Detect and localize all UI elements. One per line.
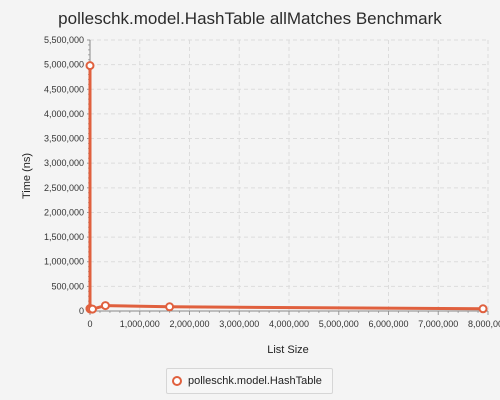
x-tick-label: 7,000,000 (418, 319, 458, 329)
data-point (165, 302, 175, 312)
data-point (85, 61, 95, 71)
x-tick-label: 0 (87, 319, 92, 329)
x-tick-label: 6,000,000 (368, 319, 408, 329)
legend-label: polleschk.model.HashTable (188, 375, 322, 387)
legend-marker-icon (172, 376, 182, 386)
y-tick-label: 3,500,000 (44, 134, 84, 144)
x-tick-label: 2,000,000 (169, 319, 209, 329)
legend: polleschk.model.HashTable (166, 368, 333, 394)
y-tick-label: 5,500,000 (44, 35, 84, 45)
data-point (478, 304, 488, 314)
y-axis-title: Time (ns) (21, 153, 33, 199)
x-tick-label: 5,000,000 (319, 319, 359, 329)
data-point (100, 301, 110, 311)
y-tick-label: 2,500,000 (44, 183, 84, 193)
x-tick-label: 4,000,000 (269, 319, 309, 329)
y-tick-label: 1,000,000 (44, 257, 84, 267)
grid-lines (90, 39, 489, 311)
y-tick-label: 4,000,000 (44, 109, 84, 119)
axes: 0 500,000 1,000,000 1,500,000 2,000,000 2,500… (44, 35, 500, 329)
y-tick-label: 2,000,000 (44, 207, 84, 217)
y-tick-label: 500,000 (51, 281, 84, 291)
x-tick-label: 8,000,000 (468, 319, 500, 329)
x-tick-label: 1,000,000 (120, 319, 160, 329)
y-tick-label: 0 (79, 306, 84, 316)
x-tick-label: 3,000,000 (219, 319, 259, 329)
y-tick-label: 4,500,000 (44, 84, 84, 94)
chart-title: polleschk.model.HashTable allMatches Ben… (58, 9, 442, 28)
y-tick-label: 1,500,000 (44, 232, 84, 242)
y-tick-label: 3,000,000 (44, 158, 84, 168)
data-point (87, 304, 97, 314)
series-layer (85, 61, 488, 314)
x-axis-title: List Size (267, 344, 309, 356)
y-tick-label: 5,000,000 (44, 60, 84, 70)
